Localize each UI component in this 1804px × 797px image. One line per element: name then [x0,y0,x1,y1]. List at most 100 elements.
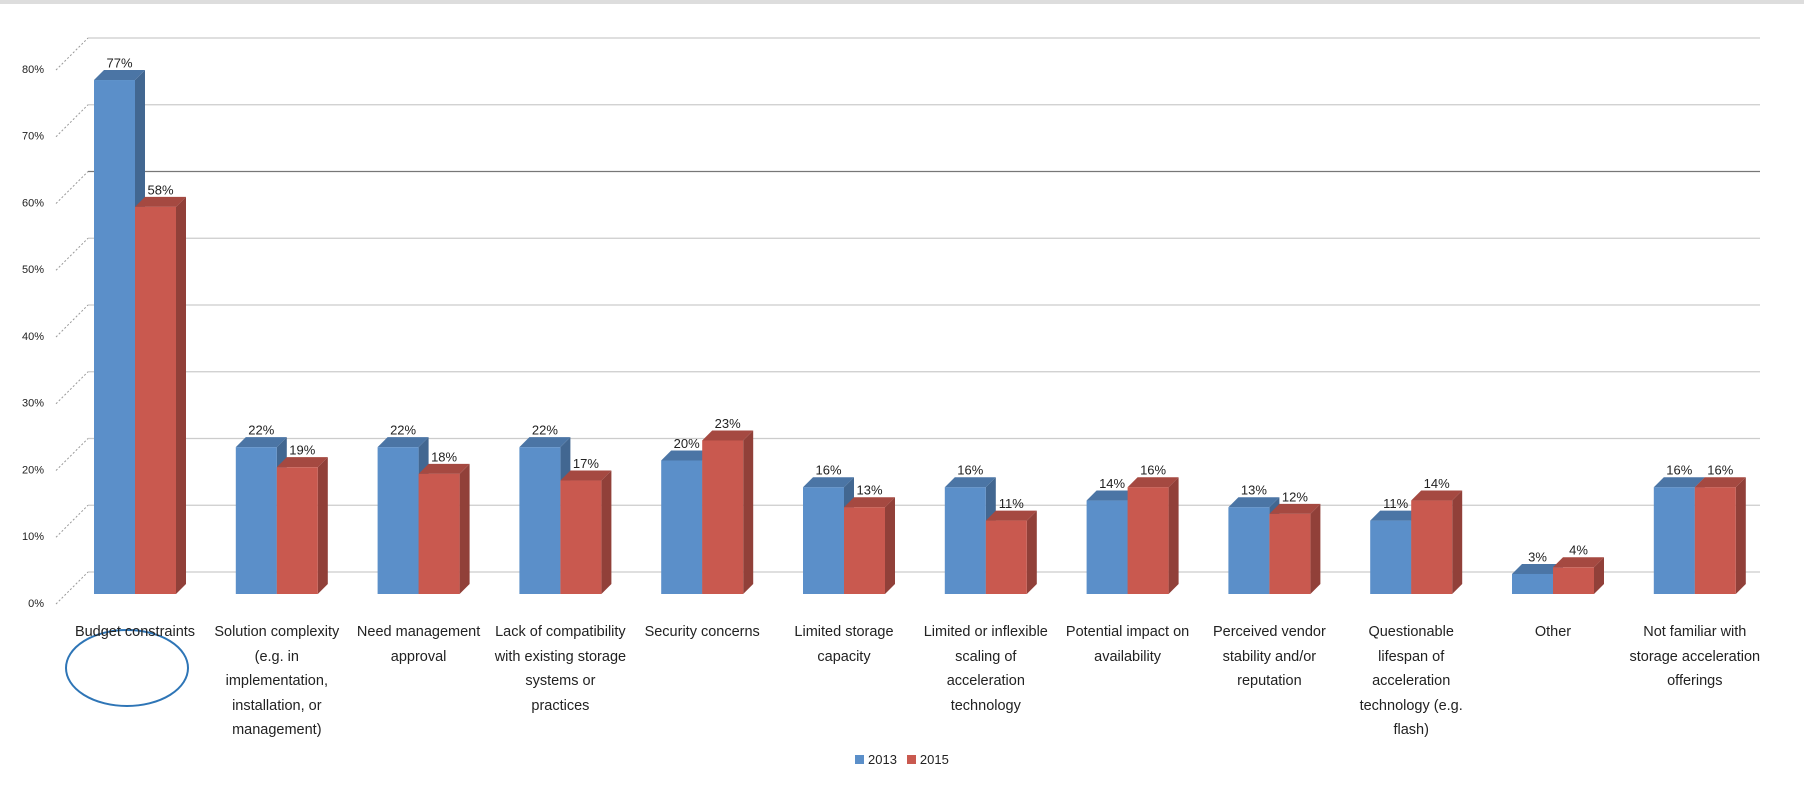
value-label: 22% [532,423,558,438]
x-tick-label: Lack of compatibility with existing stor… [494,624,627,714]
value-label: 16% [1140,463,1166,478]
legend-swatch [855,755,864,764]
bar-top [94,70,145,81]
bar [1086,500,1128,594]
axis-tick [55,504,89,538]
bar-top [1553,557,1604,568]
bar [1694,487,1736,594]
x-tick-label: Questionable lifespan of acceleration te… [1359,624,1463,738]
value-label: 16% [1666,463,1692,478]
bar-side [743,430,754,594]
y-tick-label: 20% [22,464,44,476]
bar-top [377,437,429,448]
bar [803,487,844,594]
bar-top [235,437,287,448]
bar-top [661,450,713,461]
bar [519,447,561,594]
bar-top [1086,490,1138,501]
y-tick-label: 30% [22,398,44,410]
value-label: 58% [147,182,173,197]
bar [1411,500,1453,594]
bar [235,447,277,594]
value-label: 14% [1099,476,1125,491]
bar [560,480,602,594]
bar [1553,567,1594,594]
value-label: 13% [856,483,882,498]
x-tick-label: Solution complexity (e.g. in implementat… [214,624,340,738]
bar [135,206,176,594]
legend-label: 2013 [868,752,897,767]
bar [985,520,1027,594]
y-tick-label: 50% [22,264,44,276]
bar [377,447,419,594]
bar-side [1168,477,1179,594]
axis-tick [55,371,89,405]
bar-top [1370,510,1422,521]
value-label: 16% [1707,463,1733,478]
bar [702,440,744,594]
value-label: 13% [1241,483,1267,498]
bar-side [1594,557,1604,594]
legend: 2013 2015 [855,752,949,767]
legend-swatch [906,755,916,764]
x-tick-label: Security concerns [644,624,760,640]
x-tick-label: Other [1534,624,1572,640]
x-tick-label: Need management approval [356,624,481,665]
axis-tick [55,571,89,605]
bar [1370,520,1412,594]
bar-top [1127,477,1179,488]
x-tick-label: Potential impact on availability [1065,624,1190,665]
bar-top [135,196,186,207]
axis-tick [55,237,89,271]
bar-side [1452,490,1463,594]
bar-top [418,463,470,474]
value-label: 11% [999,496,1024,511]
highlight-circle [65,629,189,707]
value-label: 22% [390,423,416,438]
bar [661,460,703,594]
bar-top [1411,490,1463,501]
bar-side [317,457,328,594]
bar-side [459,463,470,594]
value-label: 17% [573,456,599,471]
bar-side [1735,477,1746,594]
axis-tick [55,104,89,138]
value-label: 11% [1383,496,1408,511]
y-tick-label: 80% [22,64,44,76]
value-label: 16% [957,463,983,478]
bar [1512,573,1553,594]
top-border [0,0,1804,4]
bar-top [844,497,895,508]
bar-top [1653,477,1705,488]
y-tick-label: 10% [22,531,44,543]
legend-item: 2015 [906,752,949,767]
bar-top [702,430,754,441]
bar [944,487,986,594]
value-label: 16% [815,463,841,478]
legend-label: 2015 [919,752,949,767]
value-label: 18% [431,449,457,464]
value-label: 20% [674,436,700,451]
bar-side [176,196,186,594]
bar [1228,507,1270,594]
y-tick-label: 0% [28,598,44,610]
axis-tick [55,37,89,71]
y-tick-label: 70% [22,131,44,143]
bar-top [560,470,612,481]
value-label: 12% [1282,489,1308,504]
bar-side [601,470,612,594]
bar-top [944,477,996,488]
bar-top [803,477,854,488]
x-tick-label: Limited storage capacity [794,624,894,665]
bar-top [985,510,1037,521]
value-label: 19% [289,443,315,458]
x-tick-label: Perceived vendor stability and/or reputa… [1212,624,1326,689]
x-tick-label: Limited or inflexible scaling of acceler… [923,624,1048,714]
bar [844,507,885,594]
bar [1653,487,1695,594]
value-label: 22% [248,423,274,438]
y-tick-label: 40% [22,331,44,343]
bar-top [519,437,571,448]
